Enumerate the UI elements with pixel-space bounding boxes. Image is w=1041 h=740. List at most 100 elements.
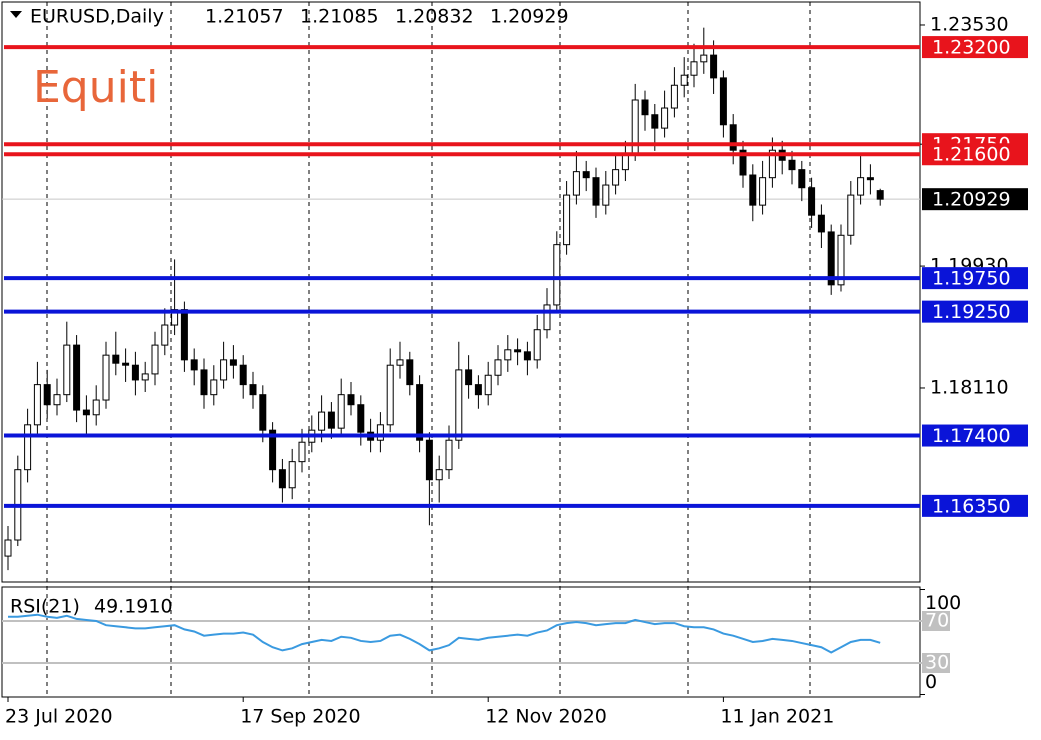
level-label-box [922,494,1028,517]
candle-body [200,369,208,396]
candle-body [602,184,610,206]
ohlc-high: 1.21085 [300,6,379,28]
candle-body [553,244,561,306]
collapse-arrow [10,11,22,18]
period-separators [46,2,811,697]
rsi-tick-label: 0 [925,671,937,693]
candle-body [239,364,247,386]
candle-body [24,424,32,471]
candle-body [484,374,492,396]
x-tick-label: 11 Jan 2021 [720,706,834,728]
candle-body [425,439,433,481]
candle-body [533,329,541,361]
candle-body [406,359,414,386]
candle-body [621,154,629,171]
candle-body [680,74,688,86]
candle-body [641,99,649,116]
candle-body [631,99,639,156]
candle-body [278,469,286,489]
candle-body [700,54,708,63]
candle-body [866,177,874,181]
ohlc-close: 1.20929 [490,6,569,28]
candle-body [474,384,482,396]
candle-body [33,384,41,426]
ohlc-open: 1.21057 [205,6,284,28]
candle-body [612,169,620,186]
candle-body [259,394,267,431]
level-label-box [922,424,1028,447]
candle-body [847,194,855,236]
candle-body [386,364,394,426]
candle-body [788,159,796,171]
rsi-readout: 49.1910 [94,596,173,618]
candle-body [73,344,81,411]
rsi-pane [1,586,921,698]
candle-body [749,174,757,206]
level-label: 1.17400 [932,425,1011,447]
candle-body [43,384,51,406]
candle-body [455,369,463,441]
rsi-line [8,613,881,654]
candle-body [112,354,120,364]
x-tick-label: 23 Jul 2020 [5,706,113,728]
candle-body [298,441,306,463]
ohlc-low: 1.20832 [395,6,474,28]
y-tick-label: 1.18110 [930,376,1009,398]
candle-body [396,359,404,366]
candle-body [190,359,198,371]
candle-body [4,539,12,557]
candle-body [171,309,179,326]
candle-body [798,169,806,189]
candle-body [523,351,531,361]
candle-body [592,177,600,206]
candle-body [249,384,257,396]
candle-body [729,124,737,151]
candle-body [122,362,130,366]
candle-body [582,171,590,179]
candle-body [92,399,100,416]
candle-body [53,394,61,406]
candle-body [827,231,835,286]
candle-body [337,394,345,429]
level-label: 1.23200 [932,37,1011,59]
candle-body [161,324,169,346]
rsi-name: RSI(21) [10,596,80,618]
candle-body [572,171,580,196]
candle-body [808,187,816,216]
current-price-label: 1.20929 [932,189,1011,211]
candle-body [63,344,71,396]
candle-body [670,84,678,109]
candle-body [357,404,365,433]
candle-body [180,309,188,361]
candle-body [690,61,698,76]
current-price-box [922,188,1028,211]
candle-body [376,424,384,441]
y-tick-label: 1.23530 [930,13,1009,35]
candle-body [465,369,473,386]
level-label-box [922,300,1028,323]
candle-body [102,354,110,401]
candle-body [651,114,659,129]
rsi-tick-box [922,653,950,673]
candle-body [710,54,718,79]
candle-body [318,411,326,431]
candle-body [563,194,571,246]
rsi-tick-label: 30 [925,652,949,674]
candle-body [131,364,139,381]
x-tick-label: 17 Sep 2020 [240,706,360,728]
watermark: Equiti [33,62,158,113]
level-label: 1.19250 [932,301,1011,323]
candle-body [504,349,512,361]
rsi-tick-label: 70 [925,610,949,632]
level-label-box [922,36,1028,59]
level-label: 1.21600 [932,144,1011,166]
candle-body [817,214,825,233]
candle-body [768,149,776,179]
main-pane [1,1,921,583]
candle-body [759,177,767,206]
candle-body [347,394,355,406]
candle-body [494,359,502,376]
level-label-box [922,267,1028,290]
candle-body [857,177,865,196]
